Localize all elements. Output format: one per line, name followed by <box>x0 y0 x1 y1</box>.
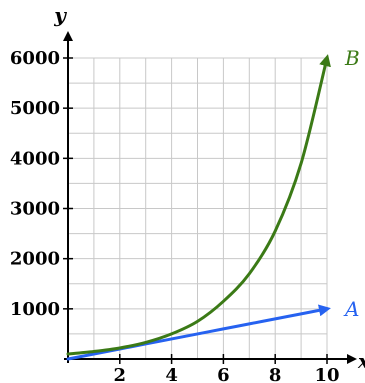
y-tick-label: 5000 <box>10 98 60 119</box>
x-tick-label: 2 <box>114 365 127 383</box>
grid <box>68 57 328 359</box>
series-line-b <box>66 54 331 356</box>
series: AB <box>66 46 360 361</box>
x-tick-label: 4 <box>165 365 178 383</box>
y-axis-label: y <box>53 3 67 27</box>
tick-labels: 1000 2000 3000 4000 5000 6000 2 4 6 8 10 <box>10 48 340 383</box>
x-tick-label: 10 <box>314 365 339 383</box>
x-tick-label: 8 <box>269 365 282 383</box>
y-tick-label: 3000 <box>10 199 60 220</box>
series-label-a: A <box>343 297 359 321</box>
y-tick-label: 1000 <box>10 299 60 320</box>
y-tick-label: 2000 <box>10 249 60 270</box>
x-axis-label: x <box>357 349 365 373</box>
y-tick-label: 6000 <box>10 48 60 69</box>
axes <box>63 31 357 364</box>
axis-labels: y x <box>53 3 365 373</box>
x-tick-label: 6 <box>217 365 230 383</box>
series-label-b: B <box>344 46 360 70</box>
y-tick-label: 4000 <box>10 148 60 169</box>
